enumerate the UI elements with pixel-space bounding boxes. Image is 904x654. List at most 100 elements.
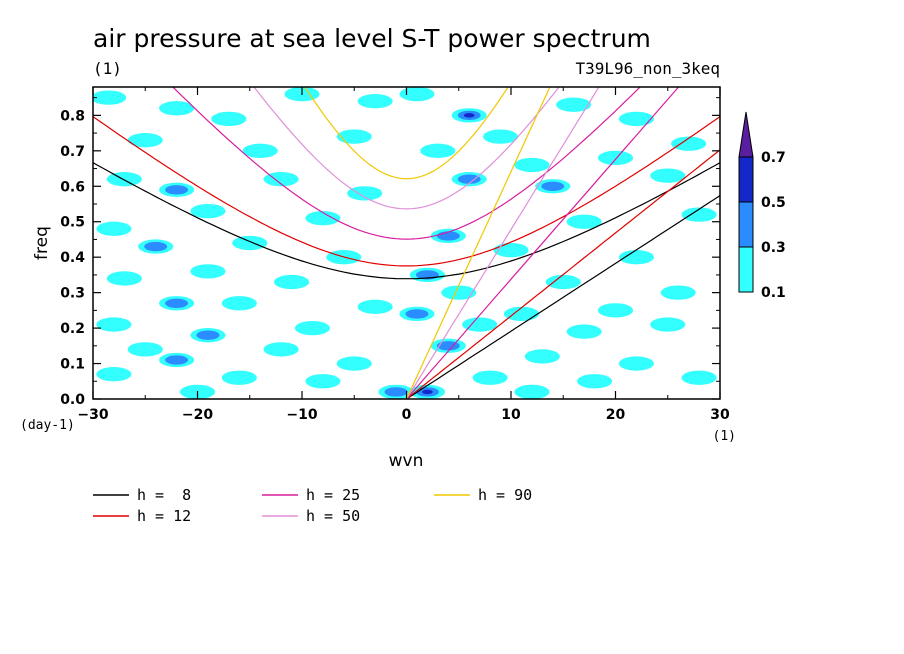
legend-label: h = 12 xyxy=(137,507,191,525)
x-tick-label: −20 xyxy=(182,407,213,423)
spectrum-patch xyxy=(144,241,168,252)
colorbar-label: 0.3 xyxy=(761,240,786,256)
x-tick-label: 20 xyxy=(606,407,626,423)
spectrum-patch xyxy=(545,274,581,290)
spectrum-patch xyxy=(96,367,132,382)
spectrum-patch xyxy=(671,136,707,151)
spectrum-patch xyxy=(566,324,602,339)
inertia-gravity-curve xyxy=(93,116,720,267)
kelvin-curve xyxy=(406,195,720,399)
kelvin-curve xyxy=(406,149,720,399)
spectrum-patch xyxy=(399,87,435,102)
chart-title: air pressure at sea level S-T power spec… xyxy=(93,24,651,53)
spectrum-contours xyxy=(93,87,717,399)
inertia-gravity-curve xyxy=(253,87,560,210)
legend-label: h = 50 xyxy=(306,507,360,525)
spectrum-patch xyxy=(232,235,268,251)
spectrum-patch xyxy=(541,181,565,191)
y-tick-label: 0.7 xyxy=(60,144,85,160)
spectrum-patch xyxy=(681,370,717,385)
colorbar-label: 0.7 xyxy=(761,150,786,166)
spectrum-patch xyxy=(106,172,142,187)
y-tick-label: 0.1 xyxy=(60,357,85,373)
inertia-gravity-curve xyxy=(172,87,641,240)
spectrum-patch xyxy=(93,90,127,105)
spectrum-patch xyxy=(483,129,519,144)
legend-label: h = 25 xyxy=(306,486,360,504)
colorbar-segment xyxy=(738,246,754,293)
y-tick-label: 0.8 xyxy=(60,108,85,124)
spectrum-patch xyxy=(211,111,247,127)
spectrum-patch xyxy=(566,214,602,229)
spectrum-patch xyxy=(263,342,299,357)
spectrum-patch xyxy=(493,242,529,258)
spectrum-patch xyxy=(357,94,393,109)
spectrum-patch xyxy=(357,299,393,314)
spectrum-patch xyxy=(524,349,560,364)
spectrum-patch xyxy=(96,221,132,236)
legend-label: h = 8 xyxy=(137,486,191,504)
spectrum-patch xyxy=(221,296,257,311)
spectrum-patch xyxy=(472,370,508,385)
spectrum-patch xyxy=(165,355,189,365)
spectrum-patch xyxy=(190,203,226,219)
kelvin-curve xyxy=(406,87,680,399)
y-tick-label: 0.4 xyxy=(60,250,85,266)
spectrum-patch xyxy=(436,341,460,351)
spectrum-patch xyxy=(106,271,142,286)
y-units-label: (day-1) xyxy=(20,418,75,433)
spectrum-patch xyxy=(462,317,498,332)
spectrum-patch xyxy=(441,285,477,300)
spectrum-patch xyxy=(618,356,654,371)
spectrum-patch xyxy=(681,207,717,222)
spectrum-patch xyxy=(190,264,226,279)
x-tick-label: −30 xyxy=(77,407,108,423)
spectrum-patch xyxy=(305,211,341,226)
y-tick-label: 0.6 xyxy=(60,179,85,195)
spectrum-patch xyxy=(514,157,550,173)
y-tick-label: 0.3 xyxy=(60,286,85,302)
spectrum-patch xyxy=(96,317,132,332)
legend-label: h = 90 xyxy=(478,486,532,504)
spectrum-patch xyxy=(618,111,654,127)
colorbar-label: 0.5 xyxy=(761,195,786,211)
spectrum-patch xyxy=(577,374,613,389)
x-tick-label: −10 xyxy=(286,407,317,423)
plot-background xyxy=(93,87,720,399)
inertia-gravity-curve xyxy=(93,162,720,280)
y-tick-label: 0.5 xyxy=(60,215,85,231)
spectrum-patch xyxy=(165,185,189,195)
spectrum-patch xyxy=(650,168,686,183)
spectrum-patch xyxy=(405,309,429,319)
y-tick-label: 0.2 xyxy=(60,321,85,337)
spectrum-patch xyxy=(336,356,372,371)
kelvin-curve xyxy=(405,87,600,399)
spectrum-patch xyxy=(127,342,163,357)
inertia-gravity-curve xyxy=(304,87,509,180)
x-units-label: (1) xyxy=(713,429,736,444)
kelvin-curve xyxy=(405,87,551,399)
spectrum-patch xyxy=(159,101,195,116)
colorbar-segment xyxy=(738,156,754,203)
spectrum-patch xyxy=(274,274,310,290)
spectrum-patch xyxy=(294,320,331,336)
spectrum-patch xyxy=(305,374,341,389)
spectrum-patch xyxy=(503,306,539,322)
spectrum-patch xyxy=(660,285,696,300)
spectrum-patch xyxy=(597,150,634,166)
spectrum-patch xyxy=(336,129,372,144)
spectrum-patch xyxy=(384,387,408,397)
axis-ticks: −30 −20 −10 0 10 20 30 0.0 0.1 0.2 0.3 0.4 0.5 0.6 0.7… xyxy=(60,87,730,423)
spectrum-patch xyxy=(514,384,550,399)
spectrum-patch xyxy=(650,317,686,332)
colorbar-segment xyxy=(738,201,754,248)
spectrum-patch xyxy=(420,143,456,158)
y-tick-label: 0.0 xyxy=(60,392,85,408)
units-label: (1) xyxy=(93,59,122,78)
spectrum-patch xyxy=(457,174,481,184)
spectrum-patch xyxy=(242,143,278,158)
spectrum-patch xyxy=(422,389,433,395)
colorbar-extend-arrow xyxy=(738,111,754,158)
run-label: T39L96_non_3keq xyxy=(576,59,721,78)
